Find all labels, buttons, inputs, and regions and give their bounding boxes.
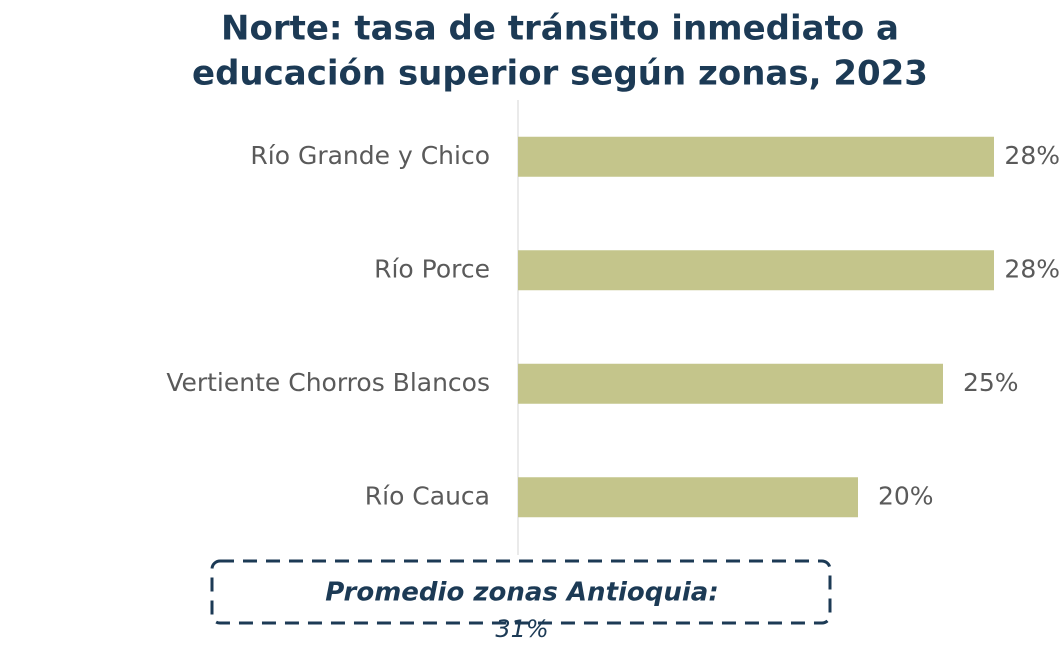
annotation: 31%: [495, 615, 548, 643]
bar: [518, 363, 943, 404]
bar: [518, 250, 994, 291]
chart-title: educación superior según zonas, 2023: [192, 54, 928, 94]
value-label: 20%: [878, 481, 934, 510]
bar: [518, 136, 994, 177]
bar: [518, 477, 858, 518]
category-label: Vertiente Chorros Blancos: [166, 368, 490, 397]
annotation: Promedio zonas Antioquia:: [325, 578, 719, 608]
chart-title: Norte: tasa de tránsito inmediato a: [221, 9, 899, 49]
value-label: 28%: [1004, 254, 1060, 283]
value-label: 28%: [1004, 141, 1060, 170]
category-label: Río Porce: [374, 254, 490, 283]
value-label: 25%: [963, 368, 1019, 397]
category-label: Río Grande y Chico: [250, 141, 490, 170]
annotation-box: [210, 559, 832, 625]
category-label: Río Cauca: [365, 481, 490, 510]
